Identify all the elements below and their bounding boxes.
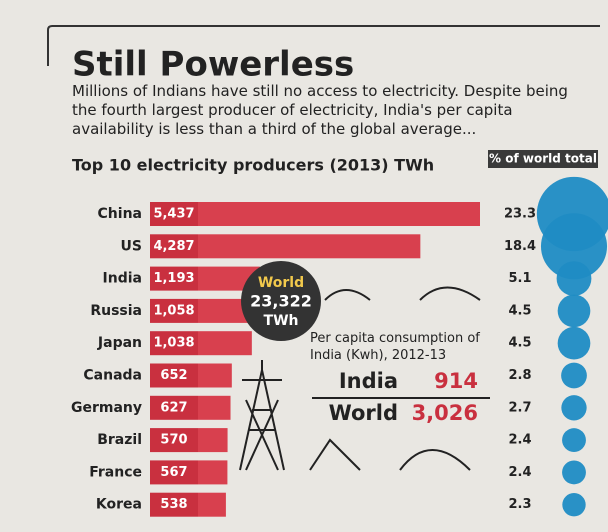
label-tag xyxy=(150,298,198,323)
value-label: 627 xyxy=(160,400,187,415)
bar xyxy=(198,492,226,517)
label-tag xyxy=(150,202,198,226)
value-label: 538 xyxy=(160,497,187,512)
pylon-illustration xyxy=(239,286,481,471)
share-header-box xyxy=(488,150,598,168)
bar xyxy=(198,460,228,485)
category-label: Korea xyxy=(96,497,142,513)
bar xyxy=(198,395,231,420)
label-tag xyxy=(150,234,198,259)
share-label: 2.3 xyxy=(508,497,531,512)
share-label: 2.8 xyxy=(508,368,531,383)
world-badge xyxy=(241,261,321,341)
subtitle-box: Millions of Indians have still no access… xyxy=(72,82,568,138)
share-circle xyxy=(562,460,586,485)
label-tag xyxy=(150,266,198,291)
label-tag xyxy=(150,428,198,453)
share-circle xyxy=(562,493,586,517)
label-tag xyxy=(150,363,198,388)
bar xyxy=(198,363,232,388)
share-label: 4.5 xyxy=(508,303,531,318)
per-capita-title-box: Per capita consumption of India (Kwh), 2… xyxy=(310,331,480,363)
chart-title: Top 10 electricity producers (2013) TWh xyxy=(72,156,434,175)
category-label: India xyxy=(103,271,142,287)
value-label: 5,437 xyxy=(153,207,194,222)
share-circle xyxy=(561,395,587,421)
world-value: 23,322 xyxy=(250,292,312,311)
per-capita-name: India xyxy=(339,369,398,393)
bar xyxy=(198,428,228,453)
category-label: France xyxy=(89,464,142,480)
world-label: World xyxy=(258,275,304,291)
value-label: 567 xyxy=(160,465,187,480)
share-circle xyxy=(557,294,591,328)
per-capita-value: 914 xyxy=(434,369,478,393)
value-label: 570 xyxy=(160,433,187,448)
share-circle xyxy=(561,362,587,389)
share-label: 5.1 xyxy=(508,271,531,286)
per-capita-title: Per capita consumption of India (Kwh), 2… xyxy=(310,331,480,363)
share-circle xyxy=(562,428,586,453)
share-label: 2.7 xyxy=(508,400,531,415)
category-label: Russia xyxy=(90,303,142,319)
share-label: 18.4 xyxy=(504,239,536,254)
bar xyxy=(198,331,252,356)
share-circle xyxy=(540,213,608,280)
per-capita-name: World xyxy=(329,401,398,425)
value-label: 1,193 xyxy=(153,271,194,286)
label-tag xyxy=(150,460,198,485)
share-circle xyxy=(556,261,592,296)
bar xyxy=(198,234,421,259)
share-label: 2.4 xyxy=(508,465,531,480)
share-circle xyxy=(557,326,591,360)
category-label: Germany xyxy=(71,400,142,416)
world-unit: TWh xyxy=(264,313,299,329)
category-label: US xyxy=(121,238,142,254)
category-label: China xyxy=(98,206,142,222)
bar xyxy=(198,202,480,226)
share-header: % of world total xyxy=(489,152,597,166)
share-label: 2.4 xyxy=(508,433,531,448)
label-tag xyxy=(150,331,198,356)
frame-line xyxy=(47,25,600,66)
value-label: 1,058 xyxy=(153,303,194,318)
category-label: Brazil xyxy=(97,432,142,448)
value-label: 652 xyxy=(160,368,187,383)
value-label: 4,287 xyxy=(153,239,194,254)
label-tag xyxy=(150,492,198,517)
label-tag xyxy=(150,395,198,420)
category-label: Japan xyxy=(97,335,142,351)
per-capita-value: 3,026 xyxy=(412,401,478,425)
title: Still Powerless xyxy=(72,45,354,85)
category-label: Canada xyxy=(83,368,142,384)
subtitle: Millions of Indians have still no access… xyxy=(72,82,568,138)
share-label: 4.5 xyxy=(508,336,531,351)
share-label: 23.3 xyxy=(504,207,536,222)
value-label: 1,038 xyxy=(153,336,194,351)
